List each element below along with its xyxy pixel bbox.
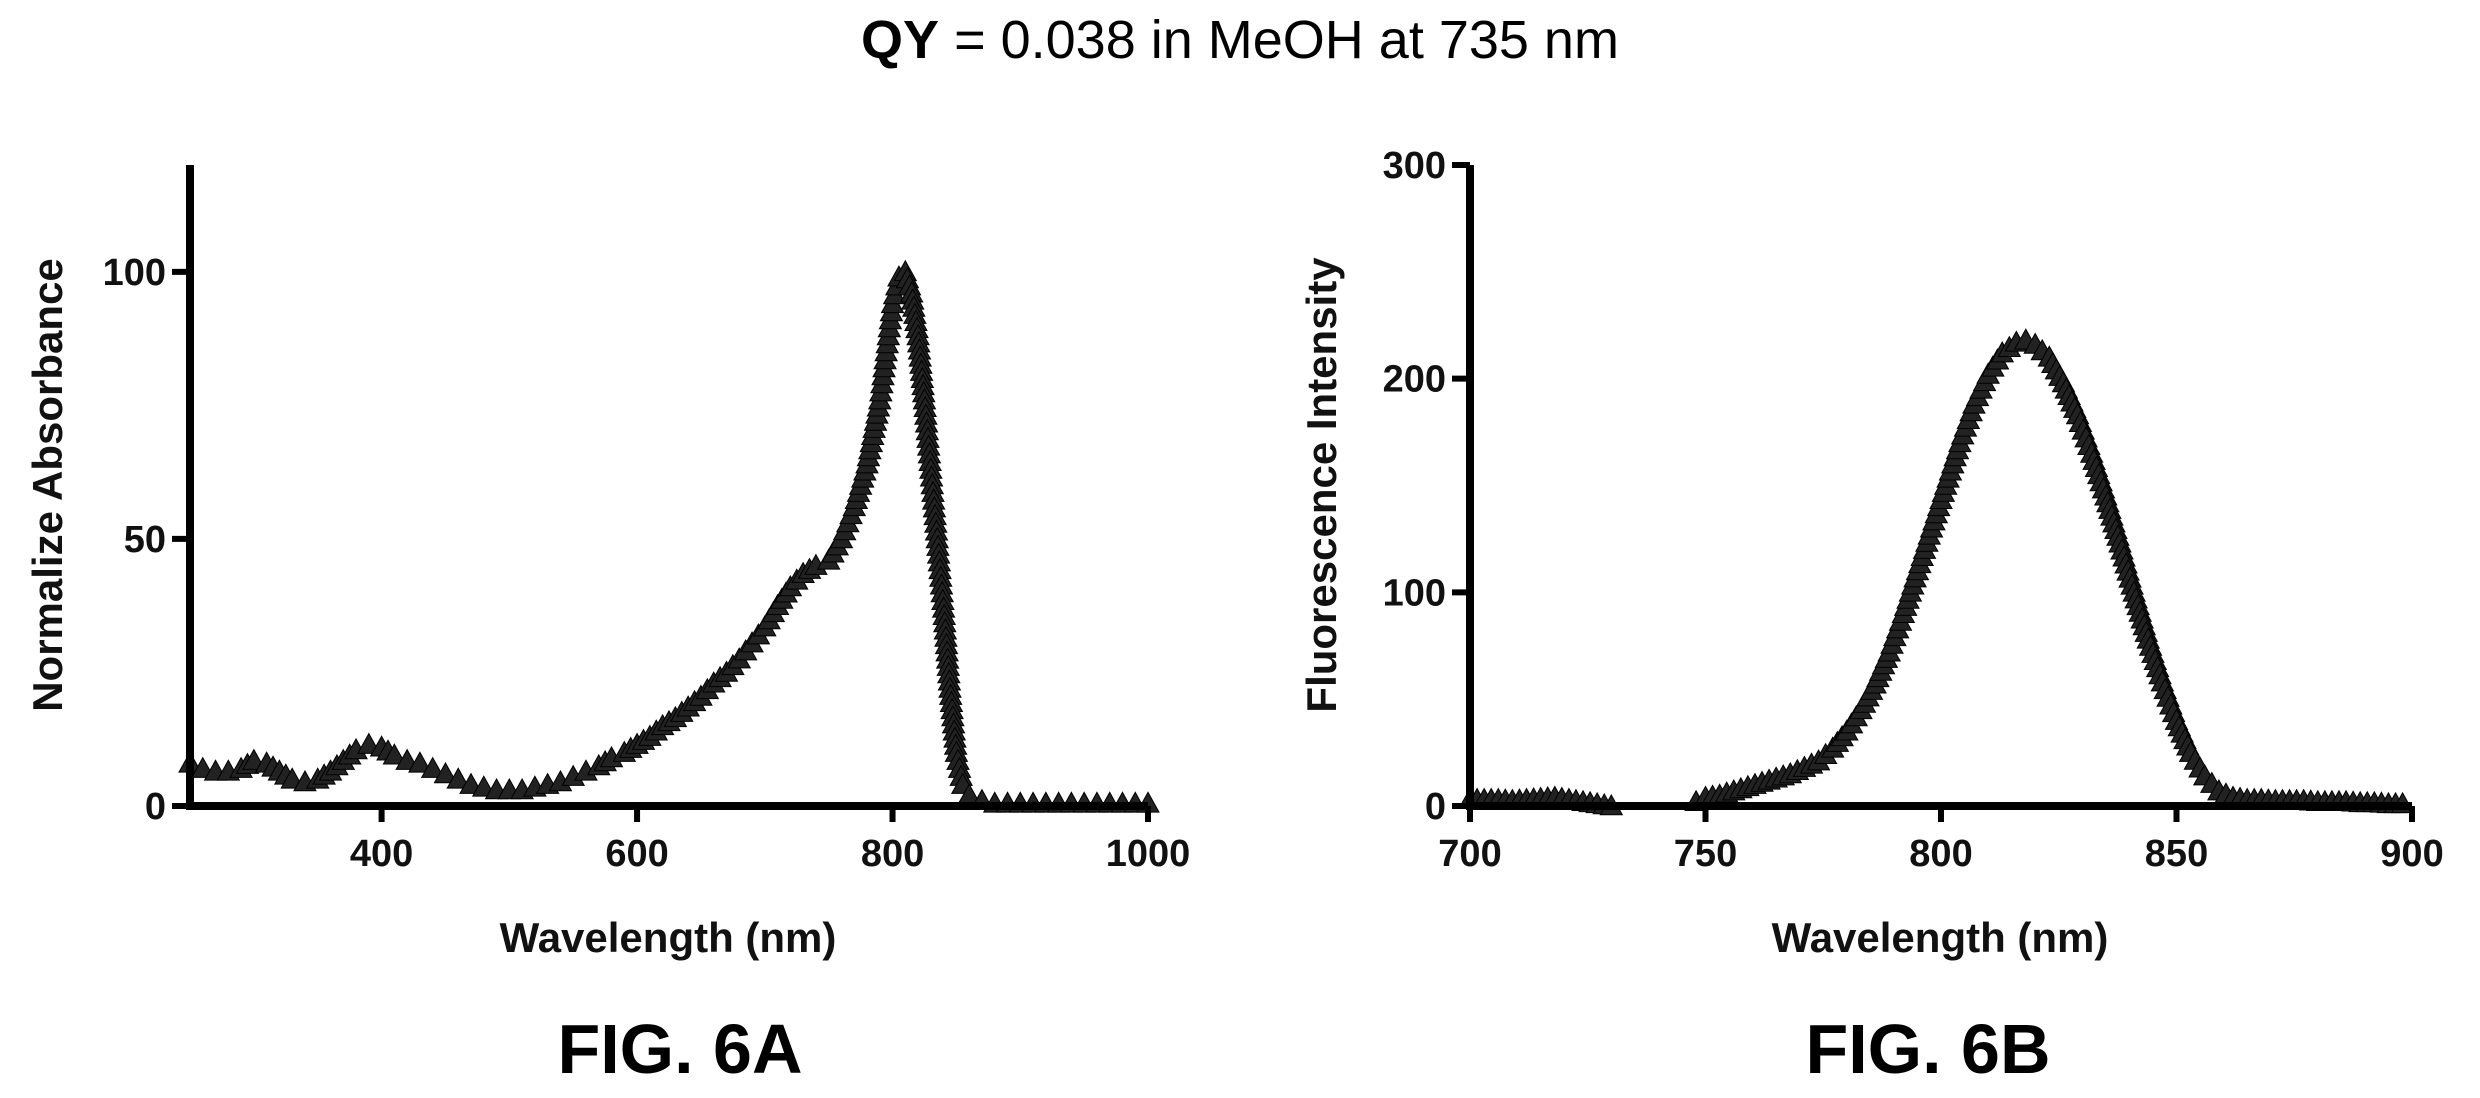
title-bold-part: QY <box>861 10 939 70</box>
panel-a-y-tick-label-0: 0 <box>145 786 166 828</box>
panel-6b-data-markers <box>1458 328 2415 816</box>
panel-b-x-tick-label-4: 900 <box>2380 833 2443 875</box>
panel-a-data-point <box>433 761 458 784</box>
panel-a-data-point <box>408 751 432 773</box>
panel-6a-x-axis-label: Wavelength (nm) <box>500 914 837 961</box>
panel-b-y-tick-label-1: 100 <box>1383 572 1446 614</box>
panel-6b-caption: FIG. 6B <box>1805 1010 2050 1088</box>
panel-6b-x-axis-label: Wavelength (nm) <box>1772 914 2109 961</box>
panel-a-data-point <box>382 743 407 765</box>
panel-6a: 400 600 800 1000 0 50 100 Wavelength (nm) Norm… <box>24 165 1190 1088</box>
panel-a-x-tick-label-2: 800 <box>861 833 924 875</box>
figure-title: QY = 0.038 in MeOH at 735 nm <box>861 10 1619 70</box>
panel-6b-y-axis-label: Fluorescence Intensity <box>1298 257 1345 713</box>
title-rest-part: = 0.038 in MeOH at 735 nm <box>939 10 1619 70</box>
panel-b-x-tick-label-1: 750 <box>1674 833 1737 875</box>
panel-6b-ticks: 700 750 800 850 900 0 100 200 300 <box>1383 145 2444 875</box>
panel-6a-data-markers <box>178 259 1160 813</box>
panel-b-x-tick-label-3: 850 <box>2145 833 2208 875</box>
panel-b-y-tick-label-0: 0 <box>1425 786 1446 828</box>
panel-a-x-tick-label-1: 600 <box>605 833 668 875</box>
panel-6b: 700 750 800 850 900 0 100 200 300 Wavelength (nm… <box>1298 145 2444 1088</box>
panel-a-data-point <box>420 756 445 778</box>
panel-b-x-tick-label-2: 800 <box>1909 833 1972 875</box>
panel-b-x-tick-label-0: 700 <box>1438 833 1501 875</box>
panel-a-x-tick-label-3: 1000 <box>1106 833 1191 875</box>
panel-a-y-tick-label-2: 100 <box>103 252 166 294</box>
panel-6a-caption: FIG. 6A <box>557 1010 802 1088</box>
panel-6a-ticks: 400 600 800 1000 0 50 100 <box>103 252 1191 875</box>
panel-a-y-tick-label-1: 50 <box>124 519 166 561</box>
panel-b-y-tick-label-2: 200 <box>1383 359 1446 401</box>
panel-a-x-tick-label-0: 400 <box>350 833 413 875</box>
panel-b-y-tick-label-3: 300 <box>1383 145 1446 187</box>
panel-6a-y-axis-label: Normalize Absorbance <box>24 258 71 712</box>
panel-a-data-point <box>446 767 471 789</box>
